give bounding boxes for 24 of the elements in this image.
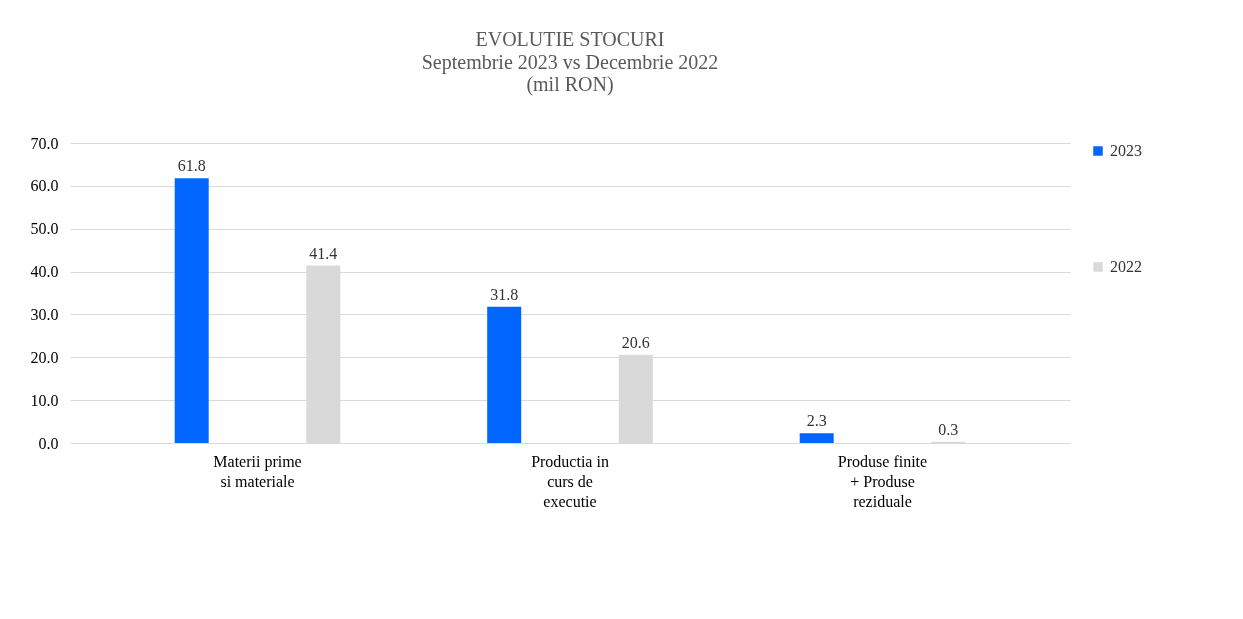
chart-subtitle: Septembrie 2023 vs Decembrie 2022 (mil RON) [421, 51, 719, 96]
data-label: 61.8 [177, 157, 206, 175]
bar [174, 178, 209, 443]
data-label: 2.3 [806, 412, 827, 430]
y-tick-label: 20.0 [30, 348, 59, 366]
x-tick-label: Produse finite + Produse reziduale [837, 452, 928, 510]
data-label: 0.3 [938, 420, 959, 438]
bar [487, 306, 522, 443]
x-tick-label: Materii prime si materiale [213, 452, 302, 490]
y-tick-label: 40.0 [30, 263, 59, 281]
y-tick-label: 0.0 [38, 434, 59, 452]
y-tick-label: 30.0 [30, 305, 59, 323]
legend-label: 2022 [1110, 258, 1142, 275]
data-label: 31.8 [490, 285, 519, 303]
y-tick-label: 10.0 [30, 391, 59, 409]
y-tick-label: 50.0 [30, 220, 59, 238]
y-tick-label: 60.0 [30, 177, 59, 195]
y-tick-label: 70.0 [30, 134, 59, 152]
chart-title: EVOLUTIE STOCURI [475, 28, 665, 50]
bar [799, 433, 834, 443]
data-label: 20.6 [621, 333, 650, 351]
x-tick-label: Productia in curs de executie [531, 452, 609, 510]
legend-label: 2023 [1110, 142, 1142, 159]
data-label: 41.4 [309, 244, 338, 262]
